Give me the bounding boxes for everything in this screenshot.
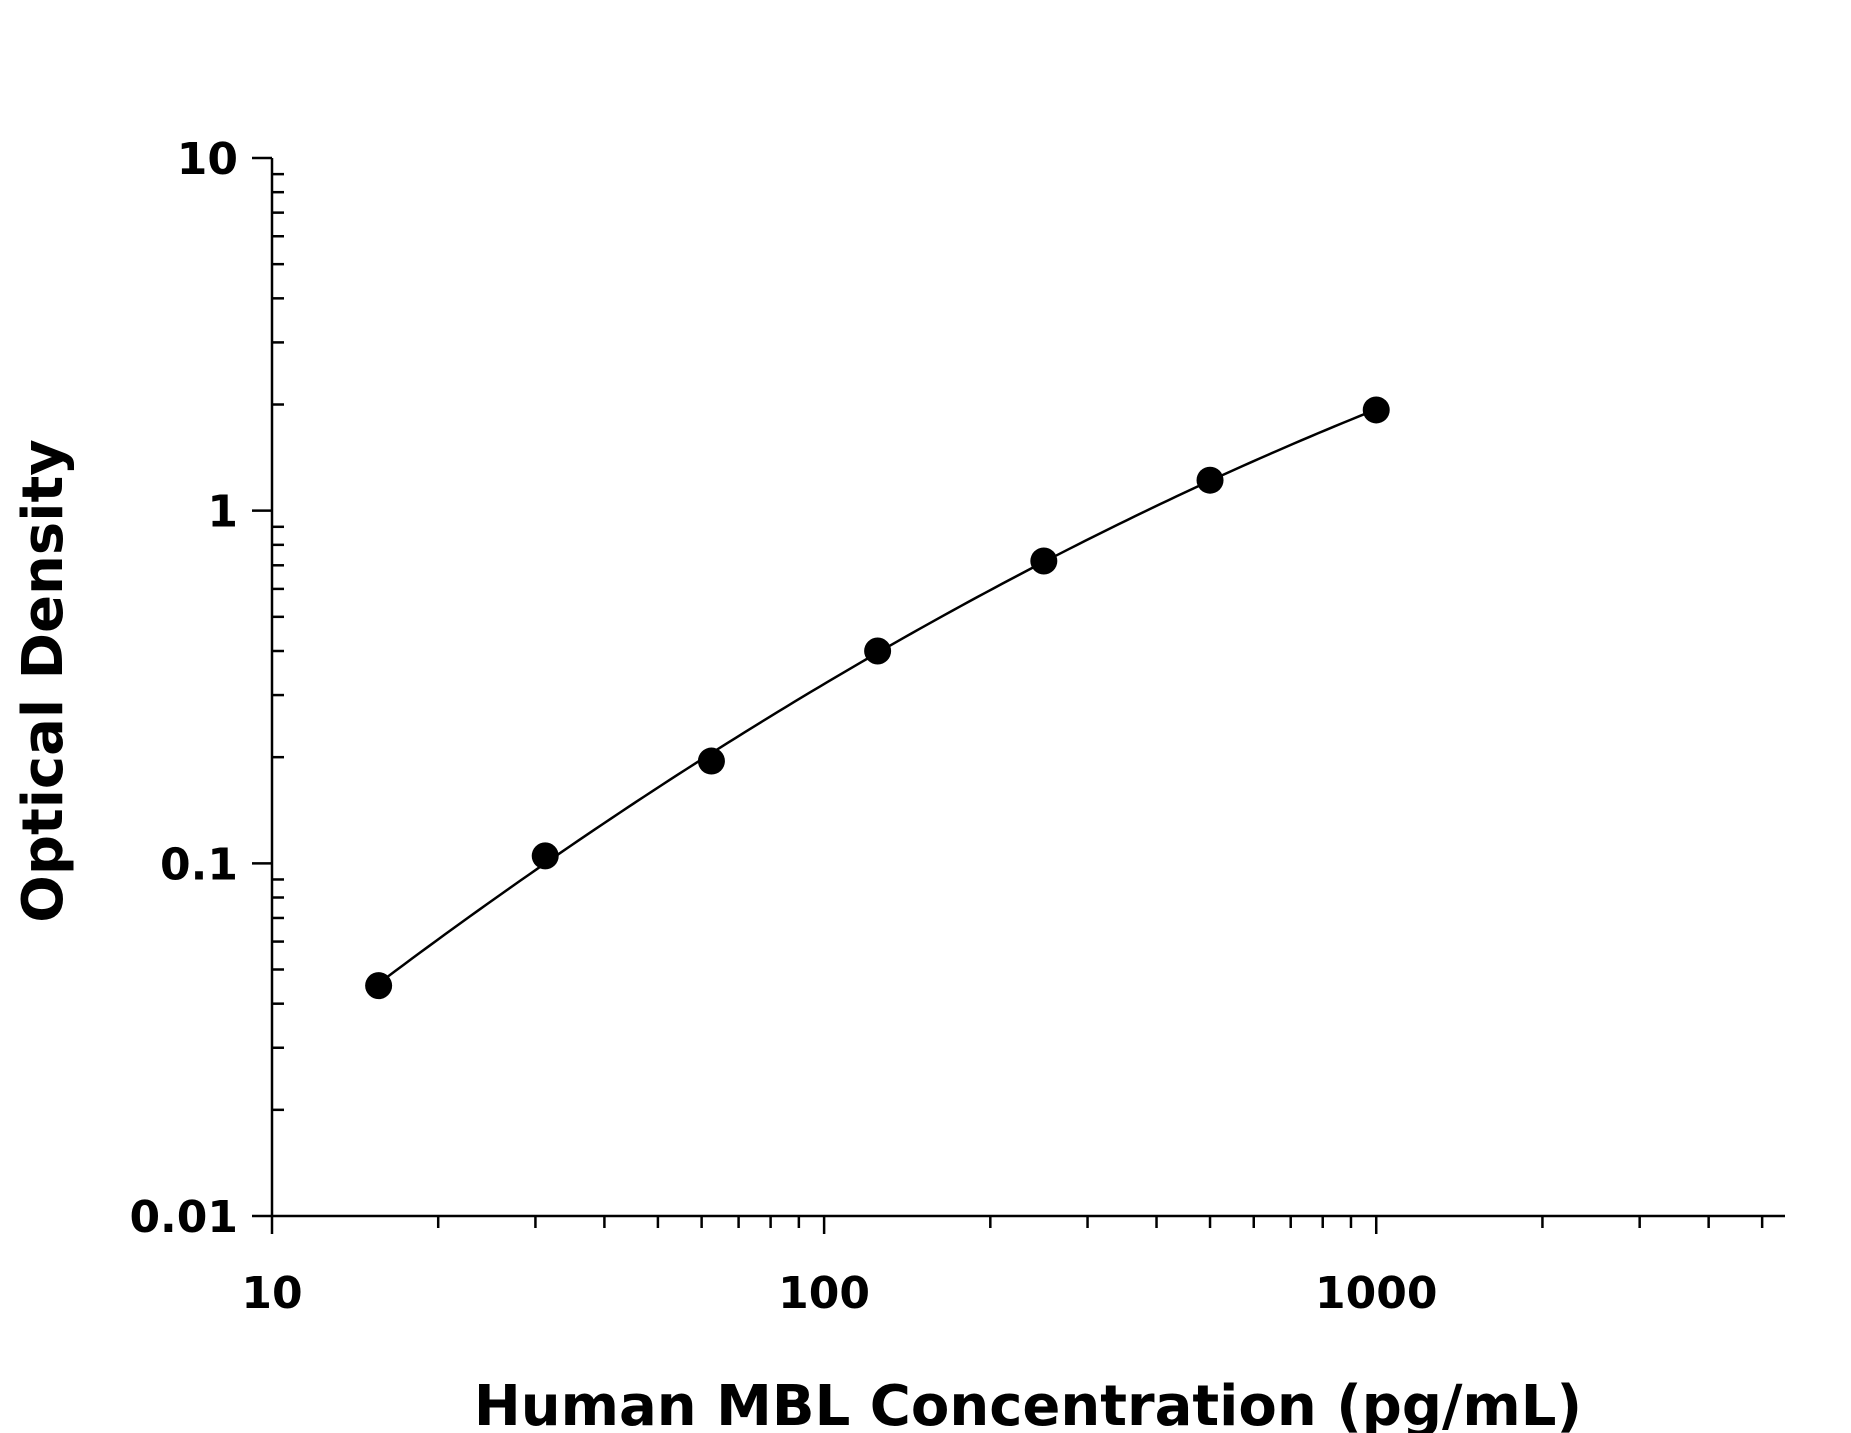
y-tick-label: 0.01 (129, 1192, 238, 1243)
y-tick-label: 0.1 (160, 839, 238, 890)
data-point (1196, 466, 1224, 494)
x-axis-title: Human MBL Concentration (pg/mL) (474, 1374, 1582, 1433)
x-tick-label: 10 (241, 1268, 302, 1319)
x-tick-label: 1000 (1315, 1268, 1437, 1319)
y-tick-label: 10 (177, 134, 238, 185)
fit-curve-layer (377, 408, 1377, 985)
y-tick-label: 1 (207, 487, 238, 538)
x-axis-ticks: 10 100 1000 (241, 1216, 1764, 1319)
x-tick-label: 100 (778, 1268, 870, 1319)
data-point (697, 747, 725, 775)
fit-curve (377, 408, 1377, 985)
y-axis-title: Optical Density (11, 439, 76, 922)
data-point (1362, 396, 1390, 424)
data-point (1030, 547, 1058, 575)
axes (270, 158, 1785, 1218)
data-point (365, 972, 393, 1000)
y-axis-ticks: 0.01 0.1 1 10 (129, 134, 284, 1243)
data-point (864, 637, 892, 665)
data-point (531, 842, 559, 870)
data-points (365, 396, 1390, 1000)
